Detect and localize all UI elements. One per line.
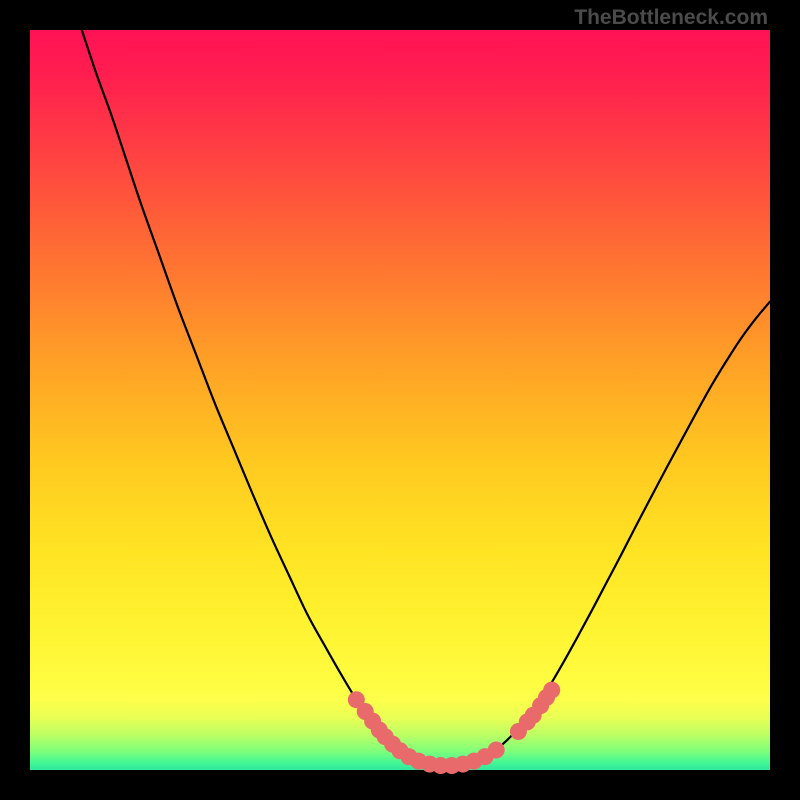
watermark-text: TheBottleneck.com [574, 6, 768, 30]
plot-background-gradient [30, 30, 770, 770]
optimal-marker [543, 682, 560, 699]
chart-frame: TheBottleneck.com [0, 0, 800, 800]
chart-svg [0, 0, 800, 800]
optimal-marker [488, 742, 505, 759]
